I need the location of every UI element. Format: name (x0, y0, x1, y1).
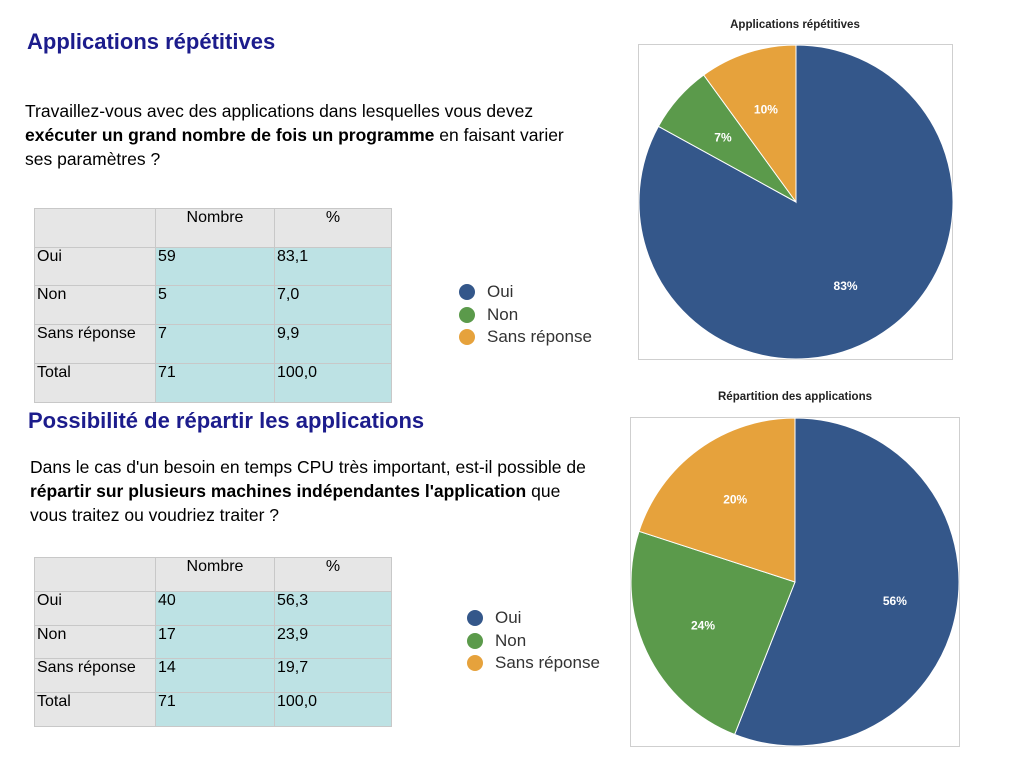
legend-swatch-sans-reponse (459, 329, 475, 346)
section2-question-text-end: que vous traitez ou voudriez traiter ? (30, 481, 561, 525)
table-cell: 83,1 (274, 247, 392, 286)
row-label: Sans réponse (34, 658, 156, 693)
section1-question: Travaillez-vous avec des applications da… (25, 99, 585, 171)
pie-data-label: 7% (714, 131, 732, 145)
section1-question-text-end: en faisant varier ses paramètres ? (25, 125, 564, 169)
table-cell: 23,9 (274, 625, 392, 659)
legend-item-sans-reponse: Sans réponse (459, 326, 592, 349)
table-cell: 7,0 (274, 285, 392, 325)
row-label: Sans réponse (34, 324, 156, 364)
pie-data-label: 83% (834, 279, 858, 293)
table-row: Total 71 100,0 (34, 363, 392, 403)
section2-title: Possibilité de répartir les applications (28, 408, 425, 433)
table-cell: 40 (155, 591, 275, 626)
pie-data-label: 10% (754, 102, 778, 116)
table-header-cell (34, 208, 156, 248)
legend-label: Oui (495, 608, 522, 627)
table-cell: 100,0 (274, 363, 392, 403)
table-cell: 17 (155, 625, 275, 659)
table-header-row: Nombre % (34, 557, 392, 592)
pie-slice-sans-r-ponse (703, 44, 797, 204)
table-header-cell: Nombre (155, 557, 275, 592)
legend-label: Sans réponse (495, 653, 600, 672)
table-cell: 71 (155, 692, 275, 727)
table-header-cell: % (274, 557, 392, 592)
table-cell: 71 (155, 363, 275, 403)
table-header-row: Nombre % (34, 208, 392, 248)
chart2-pie: 56% 24% 20% (630, 417, 960, 747)
table-row: Sans réponse 7 9,9 (34, 324, 392, 364)
table-header-cell: Nombre (155, 208, 275, 248)
chart2-title: Répartition des applications (718, 391, 872, 403)
pie-slice-oui (733, 417, 960, 747)
pie-data-label: 56% (883, 594, 907, 608)
table-cell: 14 (155, 658, 275, 693)
table-row: Non 5 7,0 (34, 285, 392, 325)
section1-table: Nombre % Oui 59 83,1 Non 5 7,0 Sans répo… (34, 208, 392, 403)
pie-data-label: 20% (723, 493, 747, 507)
section2-question-text: Dans le cas d'un besoin en temps CPU trè… (30, 457, 586, 477)
chart1-pie: 83% 7% 10% (638, 44, 953, 360)
legend-item-oui: Oui (467, 607, 600, 630)
legend-swatch-oui (459, 284, 475, 301)
legend-swatch-sans-reponse (467, 655, 483, 672)
table-row: Oui 59 83,1 (34, 247, 392, 286)
legend-label: Non (487, 304, 519, 324)
table-cell: 100,0 (274, 692, 392, 727)
row-label: Total (34, 363, 156, 403)
chart1-title: Applications répétitives (730, 19, 860, 31)
table-cell: 59 (155, 247, 275, 286)
legend-item-non: Non (459, 304, 592, 327)
table-cell: 5 (155, 285, 275, 325)
section2-question: Dans le cas d'un besoin en temps CPU trè… (30, 455, 590, 527)
section1-question-text: Travaillez-vous avec des applications da… (25, 101, 534, 121)
legend-item-oui: Oui (459, 281, 592, 304)
pie-slice-non (630, 530, 796, 736)
section2-table: Nombre % Oui 40 56,3 Non 17 23,9 Sans ré… (34, 557, 392, 727)
row-label: Oui (34, 591, 156, 626)
row-label: Non (34, 285, 156, 325)
section1-title: Applications répétitives (27, 29, 276, 54)
legend-item-non: Non (467, 630, 600, 653)
section2-question-bold: répartir sur plusieurs machines indépend… (30, 481, 527, 501)
table-row: Oui 40 56,3 (34, 591, 392, 626)
section1-question-bold: exécuter un grand nombre de fois un prog… (25, 125, 435, 145)
legend-swatch-non (459, 306, 475, 323)
table-header-cell (34, 557, 156, 592)
table-cell: 7 (155, 324, 275, 364)
table-row: Sans réponse 14 19,7 (34, 658, 392, 693)
table-cell: 19,7 (274, 658, 392, 693)
table-header-cell: % (274, 208, 392, 248)
legend-swatch-non (467, 632, 483, 649)
table-row: Non 17 23,9 (34, 625, 392, 659)
legend-item-sans-reponse: Sans réponse (467, 652, 600, 675)
legend-label: Sans réponse (487, 327, 592, 346)
table-cell: 56,3 (274, 591, 392, 626)
pie-slice-sans-r-ponse (638, 417, 796, 583)
legend-label: Non (495, 630, 527, 650)
row-label: Non (34, 625, 156, 659)
chart2-legend: Oui Non Sans réponse (467, 607, 600, 675)
legend-swatch-oui (467, 610, 483, 627)
table-row: Total 71 100,0 (34, 692, 392, 727)
row-label: Total (34, 692, 156, 727)
table-cell: 9,9 (274, 324, 392, 364)
row-label: Oui (34, 247, 156, 286)
chart1-legend: Oui Non Sans réponse (459, 281, 592, 349)
pie-data-label: 24% (691, 618, 715, 632)
legend-label: Oui (487, 282, 514, 301)
